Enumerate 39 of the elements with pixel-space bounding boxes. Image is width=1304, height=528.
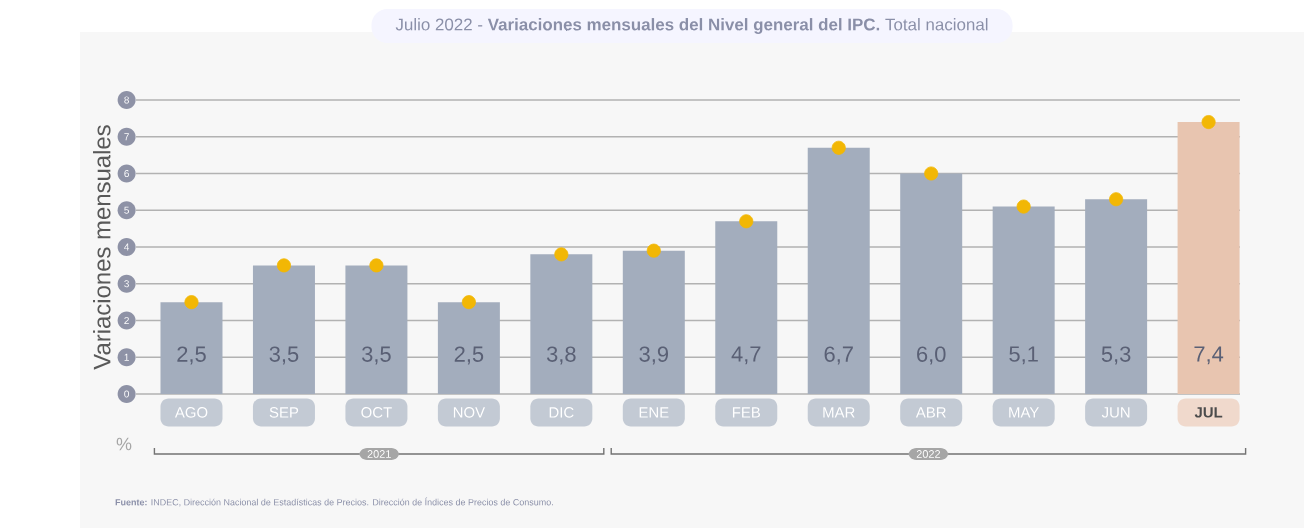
point <box>1016 199 1031 214</box>
data-label: 6,0 <box>917 346 946 365</box>
bar <box>252 265 315 394</box>
bar <box>160 302 223 394</box>
point <box>1201 115 1216 130</box>
point <box>554 247 569 262</box>
data-label: 7,4 <box>1194 346 1224 365</box>
data-label: 5,3 <box>1101 346 1131 365</box>
bar <box>530 254 593 394</box>
point <box>184 295 199 310</box>
bar <box>1177 122 1240 394</box>
data-label: 5,1 <box>1009 346 1038 365</box>
data-label: 3,9 <box>639 346 669 365</box>
data-label: 3,5 <box>269 346 299 365</box>
bar <box>900 173 963 394</box>
text: % <box>116 437 132 451</box>
point <box>646 243 661 258</box>
bar <box>622 250 685 394</box>
y-axis-title: Variaciones mensuales <box>93 125 111 370</box>
point <box>276 258 291 273</box>
point <box>831 140 846 155</box>
bar <box>437 302 500 394</box>
point <box>461 295 476 310</box>
point <box>739 214 754 229</box>
bar <box>992 206 1055 394</box>
point <box>1109 192 1124 207</box>
data-label: 6,7 <box>824 346 853 365</box>
bar <box>807 147 870 394</box>
data-label: 3,5 <box>362 346 391 365</box>
bar <box>1085 199 1148 394</box>
chart-title: Julio 2022 - Variaciones mensuales del Nivel general del IPC. Total nacional <box>395 18 988 34</box>
data-label: 4,7 <box>731 346 761 365</box>
bar <box>715 221 778 394</box>
data-label: 2,5 <box>454 346 484 365</box>
point <box>369 258 384 273</box>
data-label: 2,5 <box>177 346 206 365</box>
data-label: 3,8 <box>546 346 576 365</box>
point <box>924 166 939 181</box>
bar <box>345 265 408 394</box>
